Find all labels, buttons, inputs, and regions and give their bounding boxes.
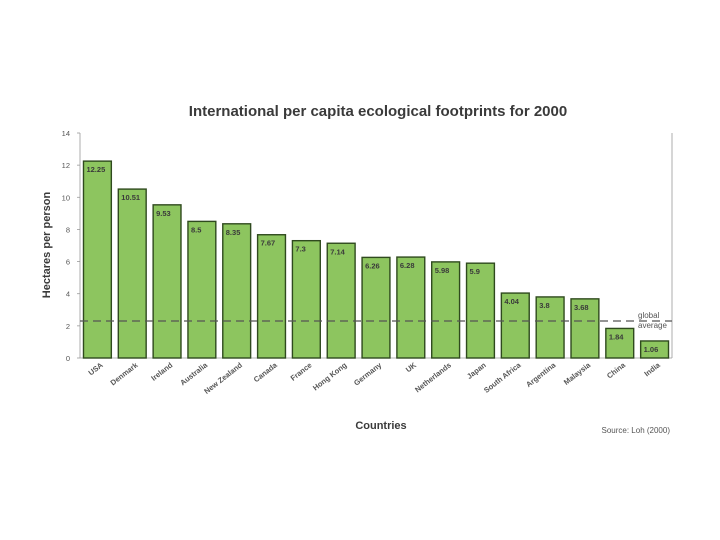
- category-label: Ireland: [149, 360, 174, 382]
- category-label: UK: [404, 360, 419, 374]
- category-label: USA: [87, 360, 105, 377]
- source-note: Source: Loh (2000): [602, 426, 671, 435]
- bar: [117, 188, 147, 359]
- bar-value-label: 4.04: [504, 297, 519, 306]
- bar: [500, 292, 530, 359]
- y-tick-label: 6: [66, 258, 70, 267]
- global-average-label: global: [638, 311, 660, 320]
- category-label: Japan: [465, 360, 488, 381]
- bar-value-label: 8.35: [226, 228, 241, 237]
- bar: [82, 160, 113, 359]
- bar-value-label: 6.28: [400, 261, 415, 270]
- y-axis-label: Hectares per person: [41, 192, 53, 299]
- y-tick-label: 2: [66, 322, 70, 331]
- bar: [222, 223, 252, 359]
- chart-title: International per capita ecological foot…: [189, 103, 567, 120]
- bar: [465, 262, 496, 359]
- bar-value-label: 8.5: [191, 225, 201, 234]
- plot-area: 12.25 10.51 9.53 8.5 8.35 7.67 7.3 7.14 6.26 6.28…: [79, 133, 673, 359]
- category-label: Hong Kong: [311, 360, 349, 392]
- bar-value-label: 1.06: [644, 345, 659, 354]
- bar: [326, 242, 356, 359]
- category-label: South Africa: [482, 360, 523, 395]
- bar-value-label: 7.14: [330, 247, 345, 256]
- bar: [535, 296, 565, 359]
- y-tick-label: 10: [62, 193, 70, 202]
- bar: [152, 204, 182, 359]
- category-label: Malaysia: [562, 360, 593, 387]
- y-tick-label: 12: [62, 161, 70, 170]
- bar-value-label: 3.8: [539, 301, 549, 310]
- category-label: Argentina: [524, 360, 558, 389]
- category-label: Netherlands: [413, 360, 453, 394]
- category-label: India: [642, 360, 662, 378]
- y-tick-label: 4: [66, 290, 70, 299]
- bar-value-label: 9.53: [156, 209, 171, 218]
- x-axis-label: Countries: [355, 420, 406, 432]
- bar-value-label: 12.25: [86, 165, 105, 174]
- category-label: Canada: [252, 360, 280, 384]
- category-label: France: [289, 360, 314, 382]
- bar: [639, 340, 670, 359]
- bar: [187, 220, 217, 359]
- category-label: New Zealand: [202, 360, 244, 396]
- category-label: China: [605, 360, 628, 380]
- bar: [431, 261, 461, 359]
- category-label: Denmark: [109, 360, 140, 387]
- global-average-label-2: average: [638, 321, 667, 330]
- bar: [361, 256, 391, 359]
- y-tick-label: 8: [66, 225, 70, 234]
- bar-value-label: 10.51: [121, 193, 140, 202]
- bar: [256, 234, 287, 359]
- bar: [291, 239, 321, 359]
- y-tick-label: 14: [62, 129, 70, 138]
- bar-value-label: 7.67: [261, 239, 276, 248]
- category-label: Germany: [352, 360, 384, 388]
- y-axis-ticks: 0 2 4 6 8 10 12 14: [62, 129, 80, 363]
- bar: [570, 298, 600, 359]
- bar: [396, 256, 426, 359]
- bar-value-label: 7.3: [295, 245, 305, 254]
- bar-value-label: 3.68: [574, 303, 589, 312]
- bar: [605, 327, 635, 359]
- bar-value-label: 5.9: [470, 267, 480, 276]
- category-label: Australia: [178, 360, 209, 387]
- bar-value-label: 5.98: [435, 266, 450, 275]
- bar-value-label: 6.26: [365, 261, 380, 270]
- y-tick-label: 0: [66, 354, 70, 363]
- bar-value-label: 1.84: [609, 332, 624, 341]
